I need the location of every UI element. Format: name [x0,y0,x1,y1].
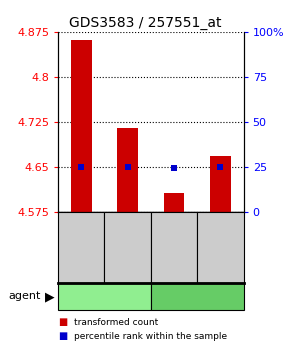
Text: ▶: ▶ [45,290,55,303]
Bar [210,156,231,212]
Text: GSM490339: GSM490339 [123,220,132,275]
Text: GSM490341: GSM490341 [216,221,225,275]
Text: ■: ■ [58,317,67,327]
Text: DMSO: DMSO [87,291,122,302]
Bar [71,40,92,212]
Text: GSM490338: GSM490338 [77,220,86,275]
Text: agent: agent [9,291,41,302]
Bar [117,128,138,212]
Text: GSM490340: GSM490340 [169,221,179,275]
Text: transformed count: transformed count [74,318,158,327]
Text: GDS3583 / 257551_at: GDS3583 / 257551_at [69,16,221,30]
Text: percentile rank within the sample: percentile rank within the sample [74,332,227,341]
Text: ■: ■ [58,331,67,341]
Bar [164,193,184,212]
Text: GR24: GR24 [182,291,213,302]
